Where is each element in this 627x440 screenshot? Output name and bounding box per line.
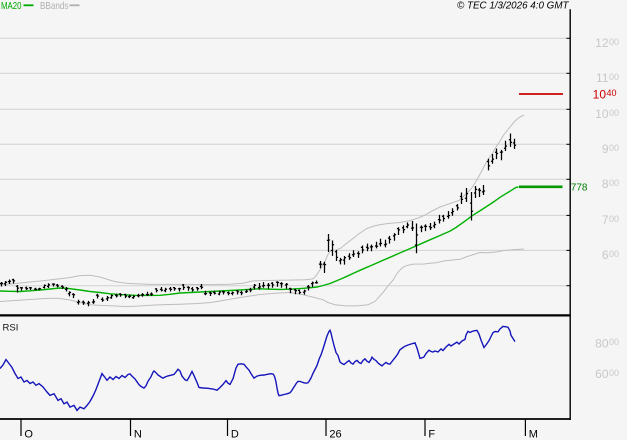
svg-text:10: 10 <box>593 87 607 101</box>
svg-text:10: 10 <box>595 107 609 121</box>
svg-text:60: 60 <box>595 367 609 381</box>
svg-text:6: 6 <box>602 248 609 262</box>
svg-text:D: D <box>231 429 239 440</box>
svg-text:7: 7 <box>602 213 609 227</box>
svg-text:M: M <box>529 429 538 440</box>
svg-text:BBands: BBands <box>40 0 69 12</box>
svg-text:© TEC 1/3/2026 4:0 GMT: © TEC 1/3/2026 4:0 GMT <box>457 1 569 12</box>
svg-text:9: 9 <box>602 142 609 156</box>
svg-text:80: 80 <box>595 336 609 350</box>
svg-text:00: 00 <box>609 337 619 347</box>
svg-text:26: 26 <box>329 429 341 440</box>
svg-text:778: 778 <box>571 182 588 193</box>
svg-text:00: 00 <box>609 143 619 153</box>
svg-text:11: 11 <box>596 71 609 85</box>
svg-text:00: 00 <box>609 178 619 188</box>
svg-text:00: 00 <box>609 72 619 82</box>
svg-text:F: F <box>428 429 435 440</box>
svg-text:12: 12 <box>595 36 609 50</box>
svg-text:00: 00 <box>609 108 619 118</box>
svg-text:O: O <box>24 429 33 440</box>
svg-text:N: N <box>134 429 142 440</box>
svg-text:RSI: RSI <box>3 323 19 334</box>
svg-text:00: 00 <box>609 368 619 378</box>
svg-text:00: 00 <box>609 37 619 47</box>
svg-text:MA20: MA20 <box>1 0 22 12</box>
svg-text:00: 00 <box>609 214 619 224</box>
svg-text:40: 40 <box>607 88 617 98</box>
svg-text:00: 00 <box>609 249 619 259</box>
svg-text:8: 8 <box>602 177 609 191</box>
